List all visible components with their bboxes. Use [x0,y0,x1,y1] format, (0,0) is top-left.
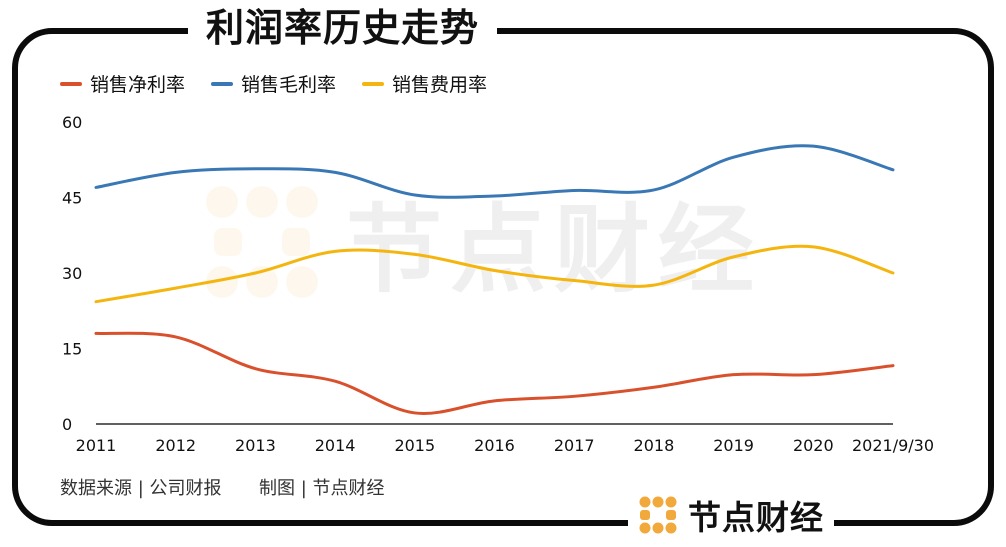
credit-text: 制图 | 节点财经 [258,478,385,499]
x-tick-label: 2013 [235,436,276,455]
brand-name: 节点财经 [688,498,824,537]
legend-item-expense: 销售费用率 [362,70,487,97]
legend-label-net: 销售净利率 [90,74,186,96]
y-tick-label: 30 [62,264,82,283]
legend-item-net: 销售净利率 [60,70,185,97]
x-tick-label: 2020 [793,436,834,455]
legend: 销售净利率 销售毛利率 销售费用率 [60,70,487,97]
y-tick-label: 45 [62,189,82,208]
series-line-net [94,331,895,415]
x-tick-label: 2019 [713,436,754,455]
legend-swatch-net [60,81,82,86]
page-title: 利润率历史走势 [188,0,498,56]
series-line-expense [94,244,895,304]
series-line-gross [94,144,895,199]
x-tick-label: 2016 [474,436,515,455]
y-tick-label: 15 [62,340,82,359]
x-tick-label: 2014 [315,436,356,455]
source-text: 数据来源 | 公司财报 [60,478,222,499]
legend-label-expense: 销售费用率 [392,74,488,96]
x-tick-label: 2011 [76,436,117,455]
brand-logo-icon [639,496,677,534]
legend-swatch-expense [362,81,385,86]
chart-frame [12,28,994,526]
x-tick-label: 2021/9/30 [852,436,934,455]
legend-swatch-gross [211,81,234,86]
source-note: 数据来源 | 公司财报 制图 | 节点财经 [60,474,385,500]
legend-item-gross: 销售毛利率 [211,70,336,97]
brand-badge: 节点财经 [628,488,834,542]
x-tick-label: 2018 [634,436,675,455]
y-tick-label: 0 [62,415,72,434]
legend-label-gross: 销售毛利率 [241,74,337,96]
y-tick-label: 60 [62,113,82,132]
x-tick-label: 2015 [394,436,435,455]
x-tick-label: 2017 [554,436,595,455]
x-tick-label: 2012 [155,436,196,455]
